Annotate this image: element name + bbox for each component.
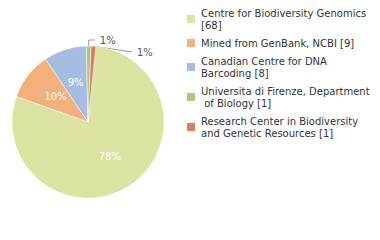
- svg-text:Universita di Firenze, Departm: Universita di Firenze, Department: [201, 86, 370, 97]
- svg-text:78%: 78%: [99, 151, 121, 162]
- svg-text:1%: 1%: [137, 47, 153, 58]
- svg-text:Canadian Centre for DNA: Canadian Centre for DNA: [201, 56, 330, 67]
- svg-text:Research Center in Biodiversit: Research Center in Biodiversity: [201, 116, 361, 127]
- svg-text:of Biology [1]: of Biology [1]: [201, 98, 271, 109]
- svg-text:Centre for Biodiversity Genomi: Centre for Biodiversity Genomics: [201, 8, 369, 19]
- svg-text:and Genetic Resources [1]: and Genetic Resources [1]: [201, 128, 333, 139]
- svg-text:9%: 9%: [68, 77, 84, 88]
- svg-text:[68]: [68]: [201, 20, 222, 31]
- svg-text:10%: 10%: [44, 91, 66, 102]
- svg-text:Mined from GenBank, NCBI [9]: Mined from GenBank, NCBI [9]: [201, 38, 354, 49]
- svg-text:1%: 1%: [100, 35, 116, 46]
- svg-text:Barcoding [8]: Barcoding [8]: [201, 68, 269, 79]
